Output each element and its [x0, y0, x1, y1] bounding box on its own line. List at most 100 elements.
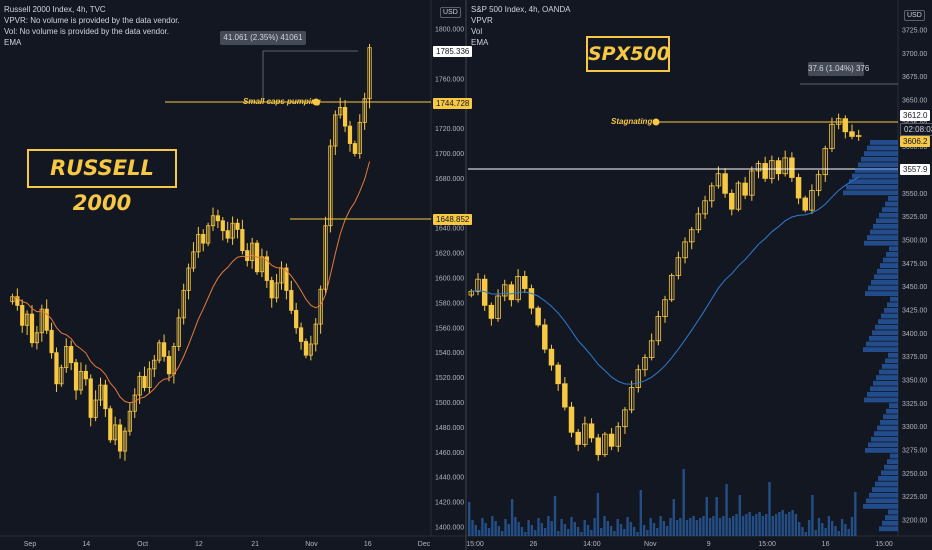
- spx-candle-body: [488, 304, 495, 319]
- spx-volume-bar: [675, 520, 679, 536]
- spx-vpvr-bar: [881, 470, 898, 476]
- spx-volume-bar: [537, 518, 540, 536]
- spx-vpvr-bar: [863, 504, 898, 509]
- russell-y-tick: 1460.000: [435, 450, 464, 457]
- spx-candle-body: [755, 163, 762, 172]
- spx-volume-bar: [794, 514, 798, 536]
- spx-volume-bar: [765, 514, 768, 536]
- russell-candle-body: [176, 317, 181, 347]
- spx-vpvr-bar: [888, 196, 898, 201]
- spx-vpvr-bar: [861, 156, 898, 162]
- spx-candle-body: [501, 284, 508, 297]
- russell-y-tick: 1620.000: [435, 251, 464, 258]
- spx-vpvr-bar: [882, 207, 898, 212]
- spx-volume-bar: [840, 519, 844, 536]
- spx-volume-bar: [791, 510, 794, 536]
- spx-volume-bar: [679, 518, 682, 536]
- russell-y-tick: 1440.000: [435, 475, 464, 482]
- spx-vpvr-bar: [884, 308, 898, 313]
- russell-candle-body: [181, 290, 186, 319]
- spx-vpvr-bar: [875, 324, 898, 330]
- spx-vpvr-bar: [887, 459, 898, 464]
- spx-candle-body: [528, 288, 535, 309]
- spx-volume-bar: [728, 518, 732, 536]
- russell-candle-body: [274, 282, 279, 299]
- spx-volume-bar: [603, 516, 606, 536]
- right-vpvr-indicator[interactable]: VPVR: [471, 16, 493, 25]
- spx-candle-body: [642, 357, 648, 371]
- russell-y-tick: 1420.000: [435, 500, 464, 507]
- spx-volume-bar: [811, 495, 814, 536]
- spx-vpvr-bar: [864, 151, 898, 156]
- spx-y-tick: 3550.00: [902, 191, 927, 198]
- spx-volume-bar: [758, 512, 761, 536]
- spx-candle-body: [795, 177, 802, 199]
- spx-volume-bar: [771, 516, 774, 536]
- spx-y-tick: 3300.00: [902, 424, 927, 431]
- spx-volume-bar: [850, 517, 854, 536]
- spx-volume-bar: [639, 490, 642, 536]
- russell-candle-body: [289, 290, 294, 311]
- spx-vpvr-bar: [849, 179, 898, 184]
- spx-x-tick: 14:00: [583, 541, 601, 548]
- spx-volume-bar: [672, 499, 675, 536]
- spx-vpvr-bar: [883, 257, 898, 263]
- spx-volume-bar: [784, 514, 788, 536]
- spx-volume-bar: [705, 497, 708, 536]
- spx-volume-bar: [484, 523, 487, 536]
- spx-volume-bar: [725, 484, 728, 536]
- left-ema-indicator[interactable]: EMA: [4, 38, 22, 47]
- spx-volume-bar: [616, 519, 619, 536]
- russell-y-tick: 1480.000: [435, 425, 464, 432]
- small-caps-marker: [312, 98, 320, 106]
- spx-volume-bar: [586, 525, 590, 536]
- left-symbol-title[interactable]: Russell 2000 Index, 4h, TVC: [4, 5, 106, 14]
- russell-y-tick: 1500.000: [435, 400, 464, 407]
- russell-candle-body: [250, 242, 255, 261]
- right-symbol-title[interactable]: S&P 500 Index, 4h, OANDA: [471, 5, 571, 14]
- russell-x-tick: Oct: [137, 541, 148, 548]
- left-vol-indicator[interactable]: Vol: No volume is provided by the data v…: [4, 27, 169, 36]
- spx-vpvr-bar: [869, 492, 898, 498]
- russell-candle-body: [39, 308, 44, 334]
- russell-candle-body: [108, 408, 113, 441]
- russell-candle-body: [220, 220, 225, 232]
- russell-candle-body: [342, 107, 348, 127]
- left-currency-button[interactable]: USD: [440, 7, 461, 18]
- left-legend: Russell 2000 Index, 4h, TVC VPVR: No vol…: [4, 4, 180, 48]
- spx-y-tick: 3450.00: [902, 284, 927, 291]
- russell-y-tick: 1720.000: [435, 126, 464, 133]
- russell-candle-body: [73, 362, 79, 391]
- spx-y-tick: 3700.00: [902, 51, 927, 58]
- spx-volume-bar: [768, 482, 771, 536]
- spx-volume-bar: [487, 528, 491, 536]
- left-vpvr-indicator[interactable]: VPVR: No volume is provided by the data …: [4, 16, 180, 25]
- spx-volume-bar: [659, 516, 662, 536]
- spx-y-tick: 3350.00: [902, 378, 927, 385]
- spx-x-tick: 26: [530, 541, 538, 548]
- spx-volume-bar: [642, 525, 646, 536]
- spx-y-tick: 3600.00: [902, 144, 927, 151]
- russell-x-tick: Nov: [305, 541, 318, 548]
- spx-volume-bar: [656, 528, 659, 536]
- spx-y-tick: 3500.00: [902, 238, 927, 245]
- spx-volume-bar: [494, 521, 497, 536]
- spx-volume-bar: [507, 524, 510, 536]
- spx-y-tick: 3425.00: [902, 308, 927, 315]
- right-currency-button[interactable]: USD: [904, 10, 925, 21]
- right-vol-indicator[interactable]: Vol: [471, 27, 483, 36]
- spx-volume-bar: [583, 520, 586, 536]
- russell-y-tick: 1640.000: [435, 226, 464, 233]
- spx-volume-bar: [834, 526, 837, 536]
- right-ema-indicator[interactable]: EMA: [471, 38, 489, 47]
- spx-volume-bar: [593, 518, 596, 536]
- spx-volume-bar: [738, 495, 741, 536]
- spx-candle-body: [635, 369, 642, 388]
- spx-candle-body: [709, 185, 715, 202]
- right-countdown-tag: 02:08:03: [900, 123, 932, 136]
- spx-candle-body: [749, 170, 755, 196]
- spx-candle-body: [622, 409, 628, 428]
- spx-candle-body: [608, 433, 615, 447]
- spx-candle-body: [648, 340, 655, 358]
- spx-vpvr-bar: [871, 436, 898, 442]
